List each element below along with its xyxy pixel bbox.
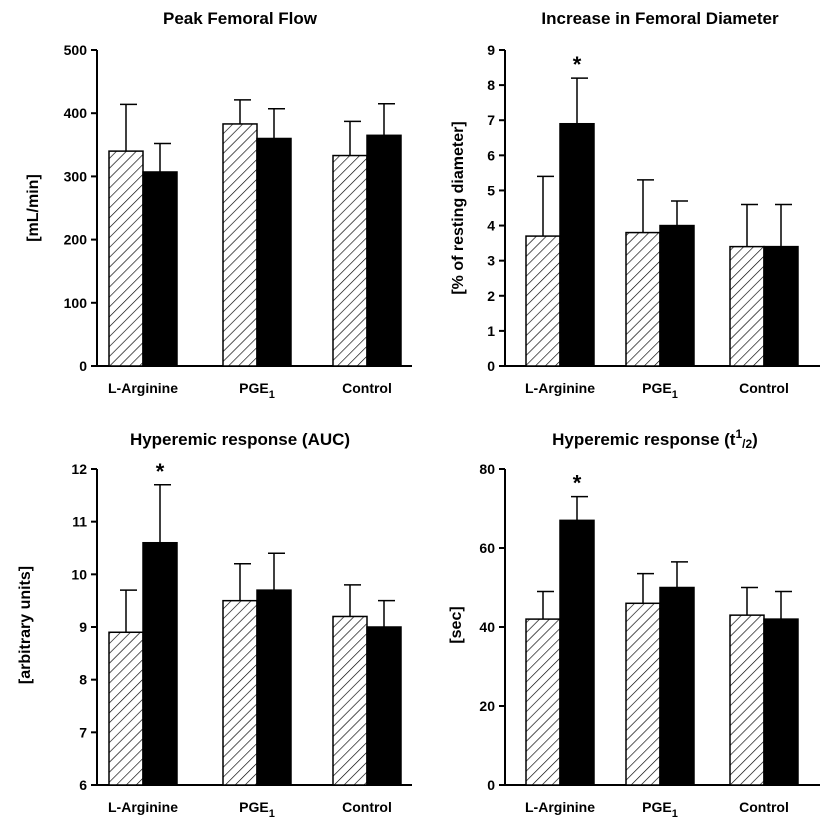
- ylabel-flow: [mL/min]: [25, 174, 42, 242]
- bar-diameter-0-hatched: [525, 235, 561, 367]
- bar-auc-1-hatched: [222, 599, 258, 786]
- category-label-sub: 1: [269, 389, 275, 401]
- y-tick-label-diameter-6: 6: [487, 147, 495, 163]
- category-label-main: PGE: [642, 380, 672, 396]
- ylabel-diameter: [% of resting diameter]: [450, 121, 467, 294]
- category-label-diameter-0: L-Arginine: [525, 380, 595, 396]
- y-tick-label-diameter-1: 1: [487, 323, 495, 339]
- category-label-main: L-Arginine: [525, 380, 595, 396]
- y-tick-label-thalf-1: 20: [479, 698, 495, 714]
- bar-auc-2-solid: [366, 626, 402, 786]
- y-tick-label-diameter-8: 8: [487, 77, 495, 93]
- category-label-main: L-Arginine: [525, 799, 595, 815]
- category-label-auc-1: PGE1: [239, 799, 275, 820]
- category-label-main: Control: [342, 799, 392, 815]
- bar-auc-2-hatched: [332, 615, 368, 786]
- y-tick-label-flow-4: 400: [64, 105, 88, 121]
- category-label-sub: 1: [672, 389, 678, 401]
- category-label-flow-0: L-Arginine: [108, 380, 178, 396]
- y-tick-label-auc-3: 9: [79, 619, 87, 635]
- panel-title-thalf: Hyperemic response (t1/2): [552, 427, 758, 451]
- category-label-main: Control: [739, 799, 789, 815]
- bar-thalf-0-hatched: [525, 618, 561, 786]
- category-label-main: Control: [342, 380, 392, 396]
- y-tick-label-thalf-3: 60: [479, 540, 495, 556]
- bar-thalf-0-solid: [559, 519, 595, 786]
- category-label-thalf-0: L-Arginine: [525, 799, 595, 815]
- category-label-thalf-2: Control: [739, 799, 789, 815]
- y-tick-label-thalf-4: 80: [479, 461, 495, 477]
- y-tick-label-auc-0: 6: [79, 777, 87, 793]
- y-tick-label-diameter-3: 3: [487, 253, 495, 269]
- category-label-thalf-1: PGE1: [642, 799, 678, 820]
- category-label-main: PGE: [239, 380, 269, 396]
- category-label-sub: 1: [269, 808, 275, 820]
- category-label-auc-2: Control: [342, 799, 392, 815]
- bar-flow-1-solid: [256, 137, 292, 367]
- y-tick-label-flow-1: 100: [64, 295, 88, 311]
- bar-flow-0-solid: [142, 171, 178, 367]
- bar-flow-0-hatched: [108, 150, 144, 367]
- y-tick-label-auc-5: 11: [72, 514, 87, 530]
- y-tick-label-auc-4: 10: [71, 566, 87, 582]
- bar-flow-2-hatched: [332, 154, 368, 367]
- panel-title-thalf-sub: /2: [742, 437, 752, 451]
- bar-flow-2-solid: [366, 134, 402, 367]
- significance-marker-auc-0: *: [156, 459, 165, 484]
- y-tick-label-auc-2: 8: [79, 672, 87, 688]
- category-label-diameter-2: Control: [739, 380, 789, 396]
- category-label-main: L-Arginine: [108, 799, 178, 815]
- panel-title-diameter: Increase in Femoral Diameter: [541, 9, 779, 28]
- category-label-main: PGE: [642, 799, 672, 815]
- ylabel-auc: [arbitrary units]: [17, 566, 34, 684]
- significance-marker-thalf-0: *: [573, 471, 582, 496]
- bar-diameter-2-hatched: [729, 245, 765, 367]
- y-tick-label-diameter-2: 2: [487, 288, 495, 304]
- panel-title-flow: Peak Femoral Flow: [163, 9, 318, 28]
- significance-marker-diameter-0: *: [573, 52, 582, 77]
- y-tick-label-diameter-9: 9: [487, 42, 495, 58]
- y-tick-label-flow-3: 300: [64, 168, 88, 184]
- bar-auc-1-solid: [256, 589, 292, 786]
- panel-title-thalf-main: Hyperemic response (t: [552, 430, 736, 449]
- bar-diameter-0-solid: [559, 122, 595, 367]
- bar-auc-0-solid: [142, 541, 178, 786]
- bar-thalf-2-hatched: [729, 614, 765, 786]
- y-tick-label-flow-2: 200: [64, 232, 88, 248]
- bar-thalf-1-hatched: [625, 602, 661, 786]
- category-label-sub: 1: [672, 808, 678, 820]
- y-tick-label-auc-1: 7: [79, 724, 87, 740]
- y-tick-label-thalf-2: 40: [479, 619, 495, 635]
- category-label-main: Control: [739, 380, 789, 396]
- category-label-diameter-1: PGE1: [642, 380, 678, 401]
- category-label-main: PGE: [239, 799, 269, 815]
- panel-title-thalf-sup: 1: [735, 427, 742, 441]
- bar-flow-1-hatched: [222, 123, 258, 367]
- category-label-auc-0: L-Arginine: [108, 799, 178, 815]
- bar-diameter-1-hatched: [625, 231, 661, 367]
- y-tick-label-auc-6: 12: [71, 461, 87, 477]
- y-tick-label-diameter-7: 7: [487, 112, 495, 128]
- bar-diameter-2-solid: [763, 245, 799, 367]
- y-tick-label-thalf-0: 0: [487, 777, 495, 793]
- panel-title-auc: Hyperemic response (AUC): [130, 430, 350, 449]
- bar-auc-0-hatched: [108, 631, 144, 786]
- category-label-flow-1: PGE1: [239, 380, 275, 401]
- bar-thalf-1-solid: [659, 586, 695, 786]
- y-tick-label-diameter-4: 4: [487, 218, 495, 234]
- panel-title-thalf-end: ): [752, 430, 758, 449]
- y-tick-label-flow-5: 500: [64, 42, 88, 58]
- category-label-flow-2: Control: [342, 380, 392, 396]
- bar-diameter-1-solid: [659, 224, 695, 367]
- ylabel-thalf: [sec]: [448, 606, 465, 643]
- y-tick-label-diameter-5: 5: [487, 182, 495, 198]
- y-tick-label-flow-0: 0: [79, 358, 87, 374]
- y-tick-label-diameter-0: 0: [487, 358, 495, 374]
- category-label-main: L-Arginine: [108, 380, 178, 396]
- bar-thalf-2-solid: [763, 618, 799, 786]
